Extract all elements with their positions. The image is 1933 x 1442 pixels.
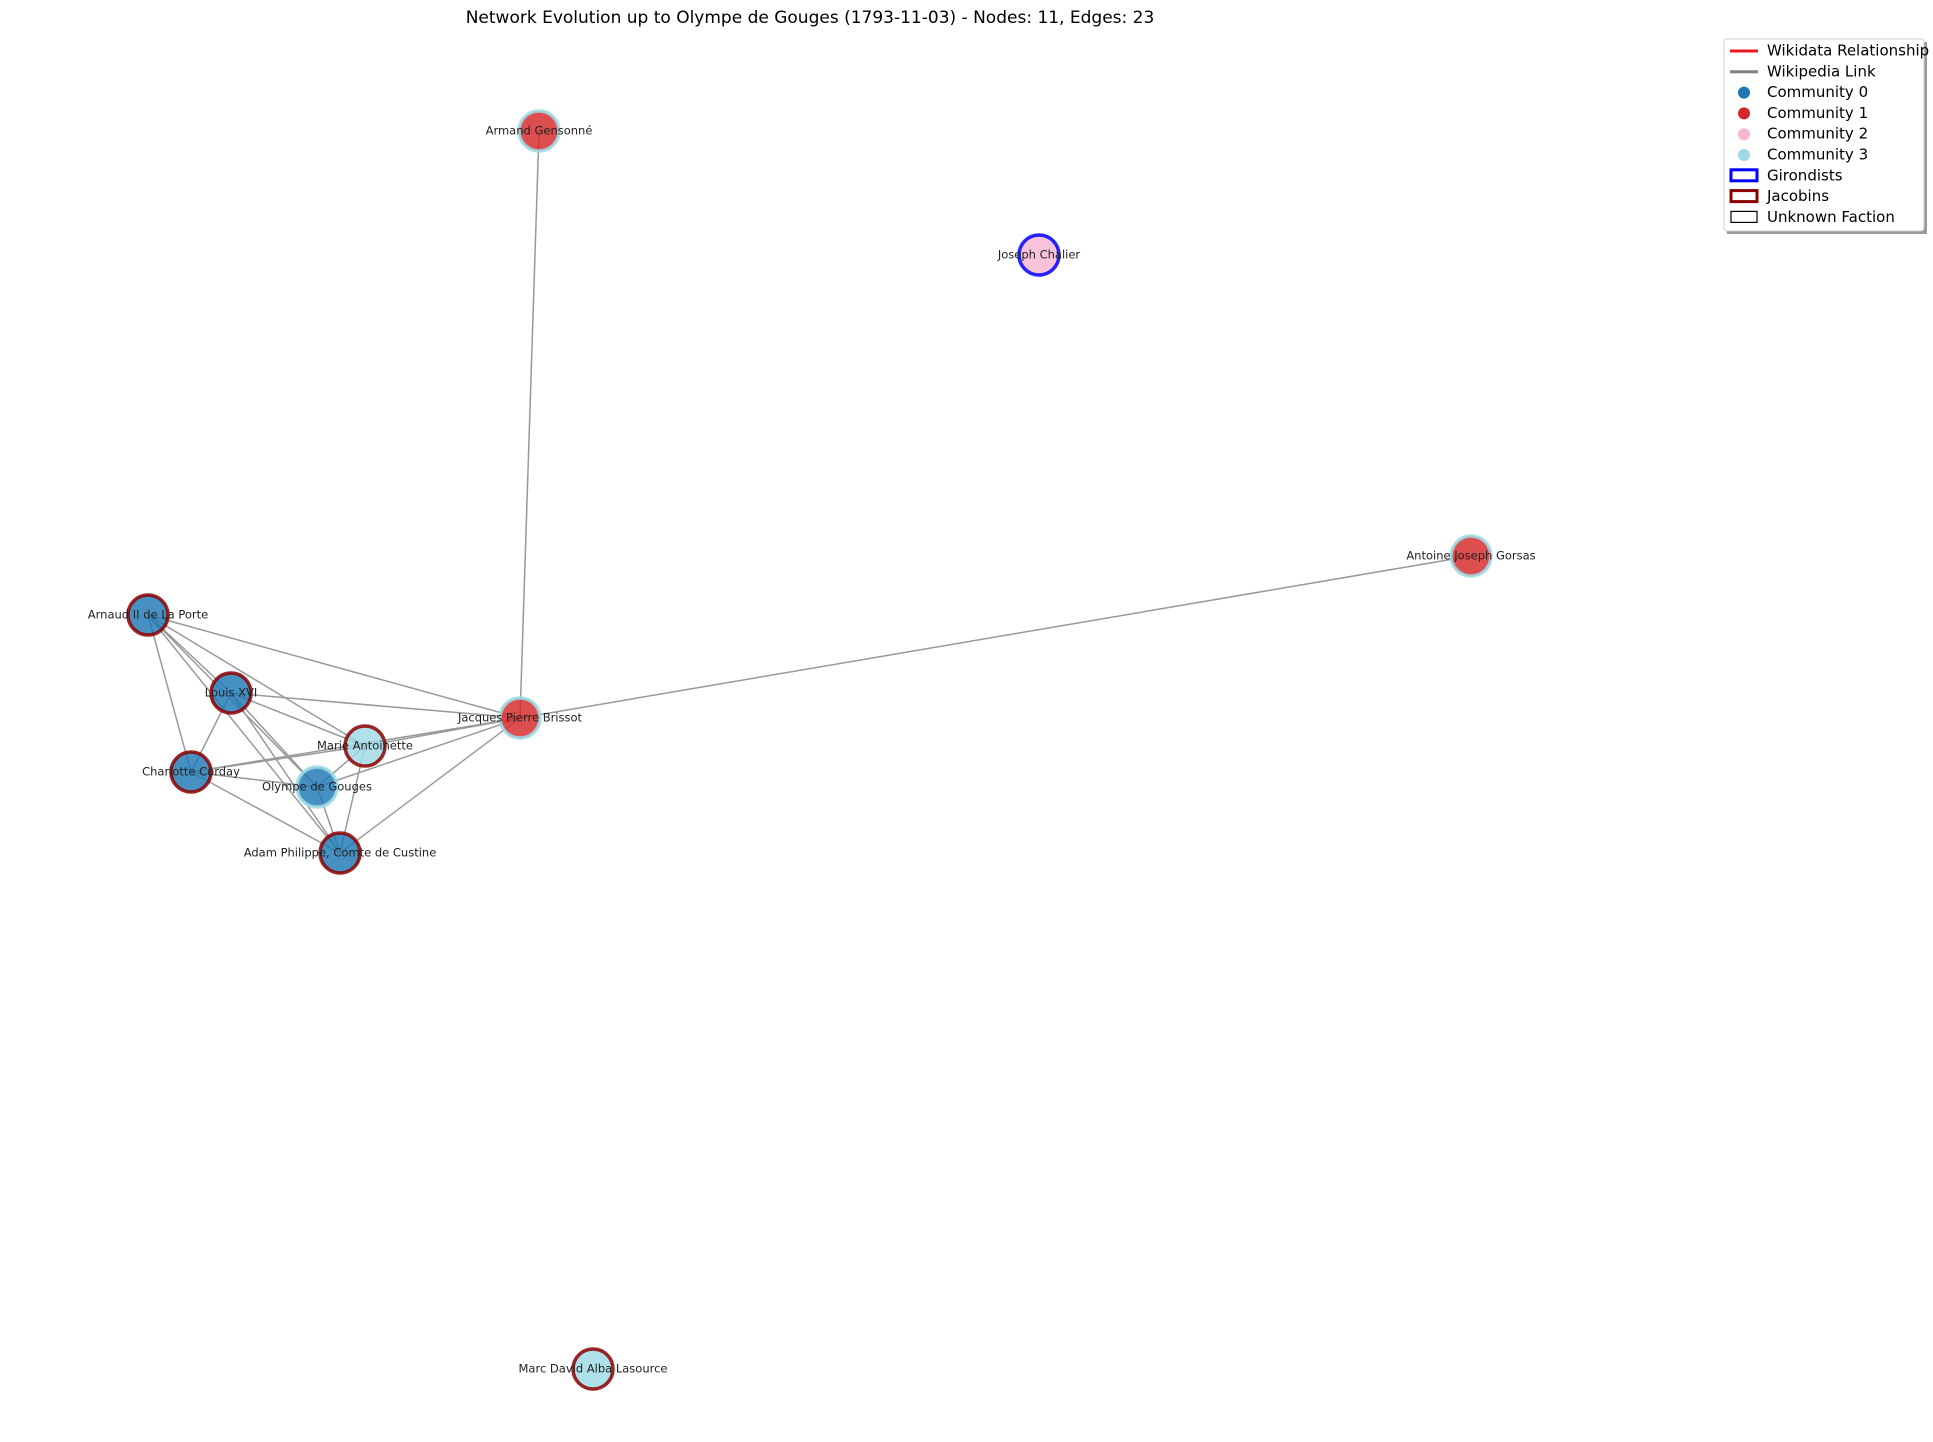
edge [147,614,366,747]
node [343,724,387,768]
node-label: Arnaud II de La Porte [88,608,208,622]
legend-dot [1738,107,1750,120]
node-label: Marie Antoinette [317,739,413,753]
edge [230,692,521,719]
node [209,671,253,715]
node [169,750,213,794]
edge [190,771,341,854]
node-label: Adam Philippe, Comte de Custine [244,846,437,860]
nodes: Armand Gensonné Joseph Chalier Antoine Jos… [88,109,1536,1391]
legend-box [1730,210,1758,223]
node [498,696,542,740]
legend-box [1729,168,1759,183]
legend-label: Girondists [1767,166,1843,184]
edge [316,717,521,788]
edge [230,692,341,854]
legend-box [1723,38,1925,232]
edge [519,555,1472,719]
edge [147,614,341,854]
edge [230,692,366,747]
legend-dot [1738,128,1750,141]
node [517,109,561,153]
node [571,1347,615,1391]
node-label: Olympe de Gouges [262,780,372,794]
node [126,593,170,637]
edge [147,614,521,719]
legend-label: Community 2 [1767,125,1868,143]
node-label: Joseph Chalier [997,248,1081,262]
node-label: Charlotte Corday [142,765,240,779]
legend-box [1729,189,1759,204]
legend-label: Unknown Faction [1767,208,1895,226]
edge [519,130,540,719]
node [1449,534,1493,578]
legend-dot [1738,149,1750,161]
node-label: Jacques Pierre Brissot [457,711,583,725]
legend-label: Community 3 [1767,146,1868,164]
legend-label: Wikidata Relationship [1767,42,1929,60]
edge [339,717,521,854]
legend-dot [1738,86,1750,99]
legend-label: Community 0 [1767,83,1868,101]
edge [147,614,192,773]
legend-label: Wikipedia Link [1767,62,1876,80]
legend: Wikidata Relationship Wikipedia Link Commu… [1729,42,1929,226]
node [295,765,339,809]
node [1017,233,1061,277]
legend-label: Jacobins [1766,187,1829,205]
node-label: Armand Gensonné [486,124,593,138]
legend-label: Community 1 [1767,104,1868,122]
title: Network Evolution up to Olympe de Gouges… [466,8,1155,28]
node [318,831,362,875]
node-label: Louis XVI [205,686,258,700]
node-label: Antoine Joseph Gorsas [1406,549,1535,563]
node-label: Marc David Alba Lasource [519,1362,668,1376]
